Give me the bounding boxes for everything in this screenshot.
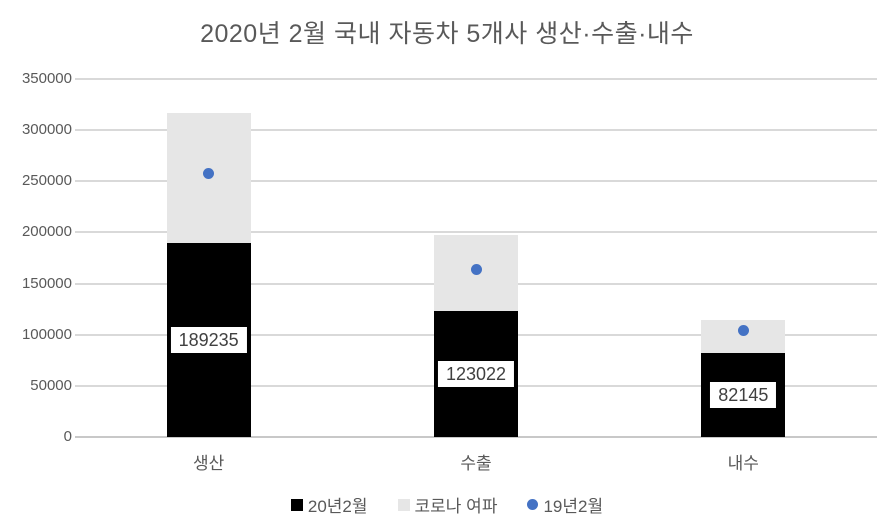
y-axis-tick-label: 150000	[21, 274, 72, 292]
legend-item: 20년2월	[290, 492, 368, 517]
data-point-dot	[470, 263, 482, 275]
x-axis-category-label: 수출	[460, 454, 492, 473]
x-axis-category-label: 내수	[727, 454, 759, 473]
y-axis-tick-label: 200000	[21, 223, 72, 241]
y-axis-tick-label: 350000	[21, 70, 72, 87]
y-axis-tick-label: 50000	[30, 376, 72, 394]
legend-square-marker-icon	[290, 498, 303, 511]
legend-item: 코로나 여파	[397, 492, 498, 517]
y-axis-tick-label: 300000	[21, 121, 72, 139]
legend-item: 19년2월	[527, 492, 603, 517]
bar-value-label: 123022	[437, 361, 515, 388]
legend: 20년2월 코로나 여파 19년2월	[0, 492, 894, 517]
y-axis-tick-label: 100000	[21, 325, 72, 343]
data-point-dot	[203, 167, 215, 179]
x-axis-category-label: 생산	[193, 454, 225, 473]
data-point-dot	[737, 324, 749, 336]
legend-label: 19년2월	[543, 497, 604, 516]
y-axis-tick-label: 0	[63, 428, 72, 445]
gridline	[75, 180, 877, 183]
bar-value-label: 189235	[170, 327, 247, 354]
gridline	[75, 78, 877, 80]
legend-square-marker-icon	[397, 498, 410, 511]
legend-circle-marker-icon	[527, 499, 539, 510]
y-axis-tick-label: 250000	[21, 172, 72, 190]
legend-label: 코로나 여파	[414, 497, 498, 516]
gridline	[75, 231, 877, 234]
gridline	[75, 129, 877, 132]
chart-title: 2020년 2월 국내 자동차 5개사 생산·수출·내수	[200, 20, 694, 48]
bar-value-label: 82145	[710, 381, 777, 408]
legend-label: 20년2월	[307, 497, 368, 516]
x-axis-line	[75, 436, 877, 438]
